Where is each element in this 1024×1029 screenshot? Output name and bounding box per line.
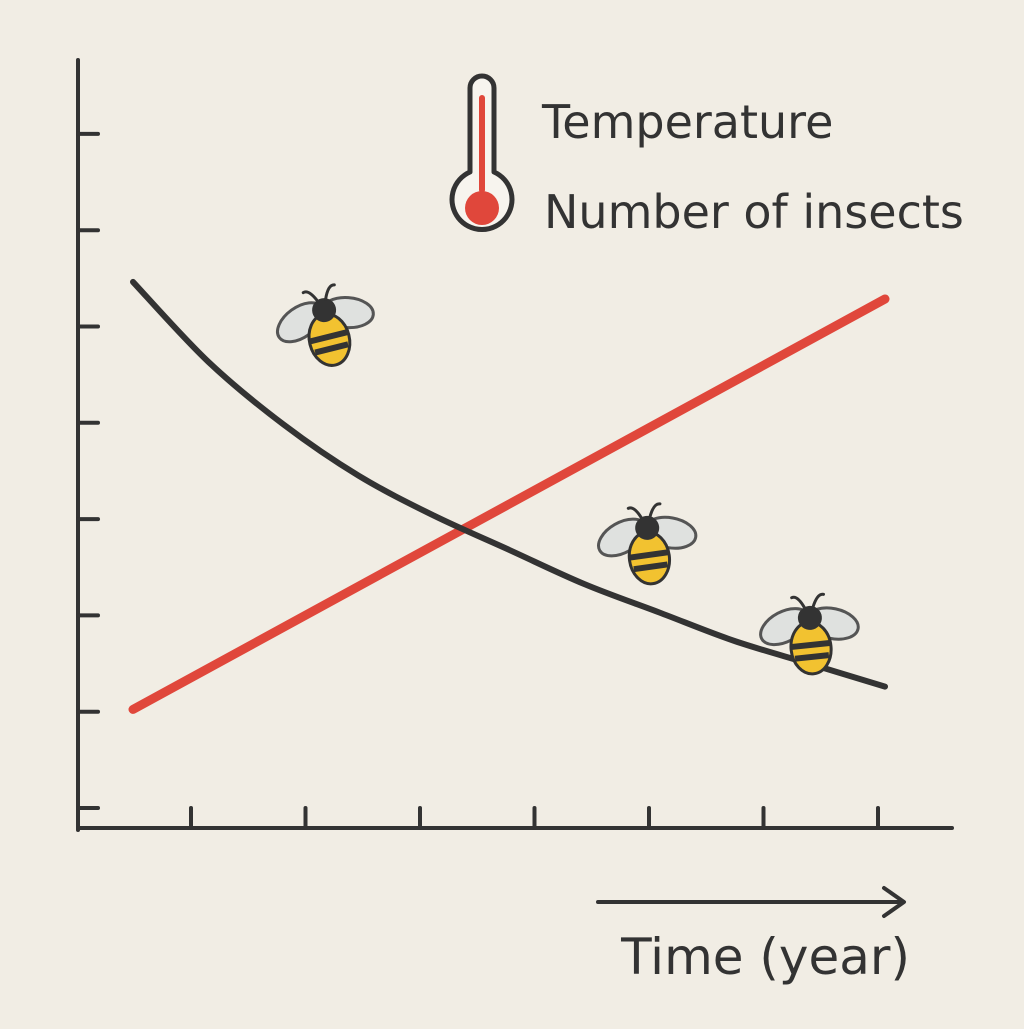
legend: Temperature Number of insects xyxy=(449,73,964,239)
thermometer-icon xyxy=(449,73,515,232)
x-axis-arrow xyxy=(596,886,906,918)
bee-icon xyxy=(759,592,860,676)
bee-decorations xyxy=(276,283,860,676)
legend-label-temperature: Temperature xyxy=(541,95,833,149)
series-line-temperature xyxy=(128,294,890,714)
series-line-insects xyxy=(130,278,888,690)
x-axis-label: Time (year) xyxy=(620,928,910,986)
axes xyxy=(76,58,954,832)
legend-label-insects: Number of insects xyxy=(544,185,964,239)
bee-icon xyxy=(276,283,375,367)
x-ticks xyxy=(189,806,880,830)
bee-icon xyxy=(597,502,698,586)
y-ticks xyxy=(76,131,100,810)
series-layer xyxy=(128,278,890,714)
